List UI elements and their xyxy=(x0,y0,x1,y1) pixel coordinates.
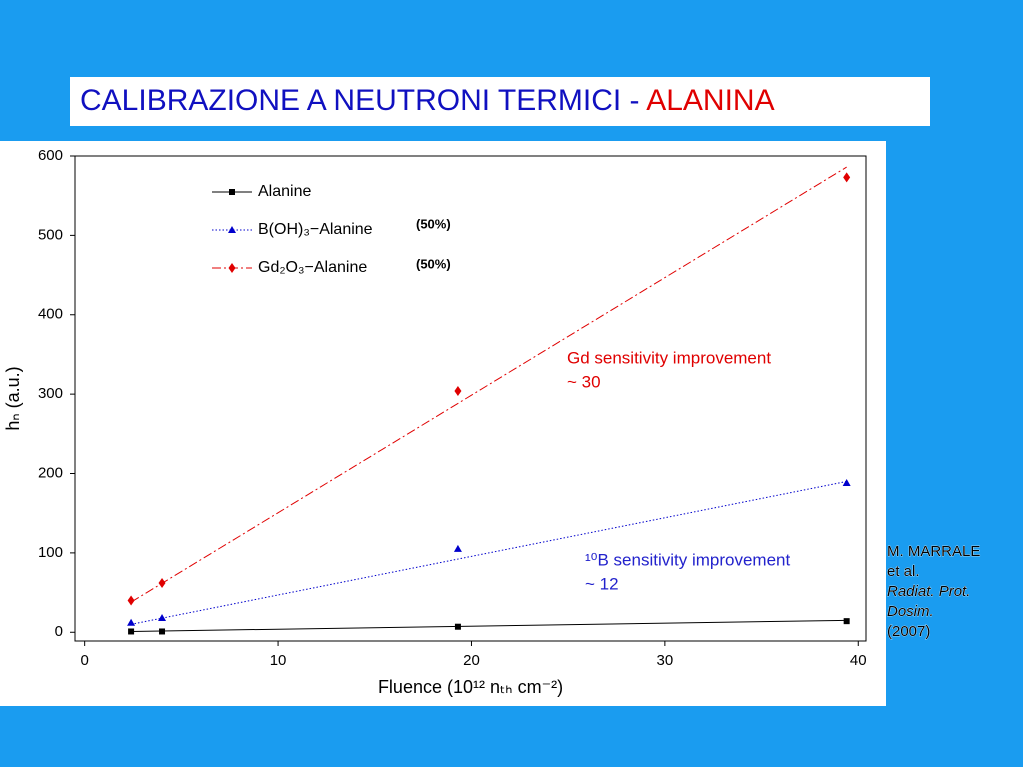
x-tick-label: 20 xyxy=(463,652,480,669)
data-point xyxy=(158,613,167,621)
data-point xyxy=(158,578,166,589)
data-point xyxy=(842,479,851,487)
data-point xyxy=(159,628,166,635)
fit-line xyxy=(131,619,847,632)
legend-marker xyxy=(228,263,236,273)
fit-line xyxy=(130,480,847,625)
citation: M. MARRALE xyxy=(887,543,980,560)
plot-frame xyxy=(74,155,867,642)
data-point xyxy=(843,618,850,625)
citation: (2007) xyxy=(887,623,930,640)
annotation: ~ 30 xyxy=(567,372,601,391)
legend-marker xyxy=(228,226,236,233)
fit-line xyxy=(130,166,847,603)
data-point xyxy=(454,385,462,396)
data-point xyxy=(128,628,135,635)
y-tick-label: 200 xyxy=(38,464,63,481)
x-tick-label: 40 xyxy=(850,652,867,669)
legend-label: Alanine xyxy=(258,183,311,200)
y-tick-label: 400 xyxy=(38,306,63,323)
y-tick-label: 600 xyxy=(38,147,63,164)
title-main: CALIBRAZIONE A NEUTRONI TERMICI - xyxy=(80,84,646,117)
data-point xyxy=(453,544,462,552)
citation: et al. xyxy=(887,563,920,580)
y-tick-label: 0 xyxy=(55,623,63,640)
y-tick-label: 100 xyxy=(38,544,63,561)
x-tick-label: 30 xyxy=(657,652,674,669)
data-point xyxy=(843,172,851,183)
title-box xyxy=(70,77,930,126)
x-axis-label: Fluence (10¹² nₜₕ cm⁻²) xyxy=(378,677,563,697)
title: CALIBRAZIONE A NEUTRONI TERMICI - ALANIN… xyxy=(80,84,775,117)
citation: Dosim. xyxy=(887,603,934,620)
y-tick-label: 500 xyxy=(38,226,63,243)
y-tick-label: 300 xyxy=(38,385,63,402)
chart-background xyxy=(0,141,886,706)
x-tick-label: 0 xyxy=(80,652,88,669)
annotation: ¹⁰B sensitivity improvement xyxy=(585,550,790,569)
x-tick-label: 10 xyxy=(270,652,287,669)
y-axis-label: hₙ (a.u.) xyxy=(3,366,23,430)
legend-label: Gd₂O₃−Alanine xyxy=(258,259,367,276)
legend-label: B(OH)₃−Alanine xyxy=(258,221,373,238)
legend-marker xyxy=(229,189,235,195)
legend-note: (50%) xyxy=(416,256,451,271)
citation: Radiat. Prot. xyxy=(887,583,970,600)
data-point xyxy=(127,618,136,626)
legend-note: (50%) xyxy=(416,216,451,231)
annotation: Gd sensitivity improvement xyxy=(567,348,771,367)
data-point xyxy=(454,623,461,630)
annotation: ~ 12 xyxy=(585,574,619,593)
data-point xyxy=(127,595,135,606)
title-highlight: ALANINA xyxy=(646,84,774,117)
